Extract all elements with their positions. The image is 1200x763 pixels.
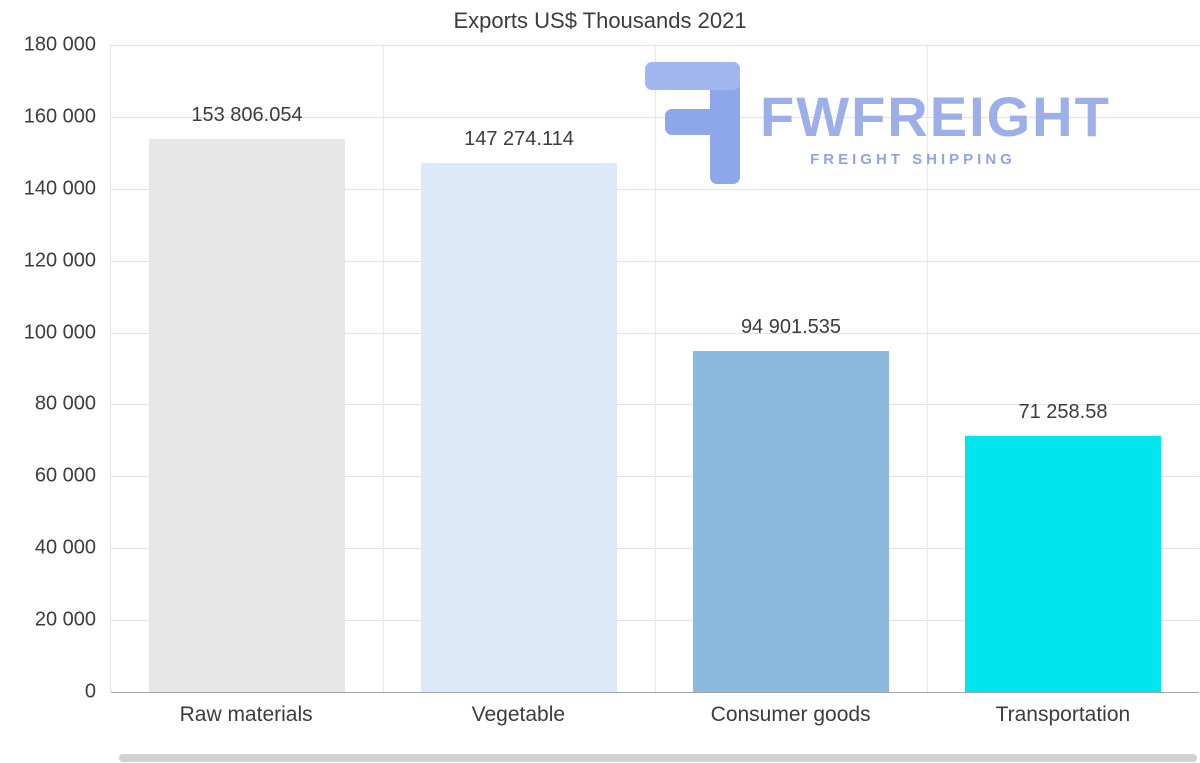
y-axis: 180 000 160 000 140 000 120 000 100 000 80 00…: [0, 34, 102, 703]
bars-container: 153 806.054 147 274.114 94 901.535 71 258.5…: [111, 45, 1199, 692]
chart-title: Exports US$ Thousands 2021: [453, 8, 747, 33]
y-tick-label: 160 000: [23, 105, 96, 128]
y-tick-label: 60 000: [34, 464, 96, 487]
watermark-tagline: FREIGHT SHIPPING: [810, 150, 1016, 168]
vertical-gridline: [927, 45, 928, 692]
bar-vegetable[interactable]: [421, 162, 617, 692]
bar-band-consumer-goods: 94 901.535: [655, 45, 927, 692]
y-tick-label: 100 000: [23, 321, 96, 344]
horizontal-scrollbar[interactable]: [119, 754, 1197, 762]
watermark: FWFREIGHT FREIGHT SHIPPING: [645, 62, 1111, 189]
bar-consumer-goods[interactable]: [693, 350, 889, 692]
vertical-gridline: [655, 45, 656, 692]
y-tick-label: 120 000: [23, 249, 96, 272]
bar-value-label-raw-materials: 153 806.054: [191, 104, 303, 127]
bar-band-vegetable: 147 274.114: [383, 45, 655, 692]
bar-raw-materials[interactable]: [149, 139, 345, 692]
y-tick-label: 140 000: [23, 177, 96, 200]
bar-transportation[interactable]: [965, 435, 1161, 692]
x-category-label-raw-materials: Raw materials: [179, 703, 313, 726]
watermark-brand: FWFREIGHT: [760, 85, 1111, 148]
fwfreight-logo-icon: [645, 62, 740, 189]
bar-value-label-transportation: 71 258.58: [1018, 400, 1108, 423]
plot-area: 153 806.054 147 274.114 94 901.535 71 258.5…: [110, 45, 1199, 693]
x-axis-labels: Raw materials Vegetable Consumer goods Tran…: [110, 703, 1199, 727]
bar-band-raw-materials: 153 806.054: [111, 45, 383, 692]
vertical-gridline: [383, 45, 384, 692]
bar-band-transportation: 71 258.58: [927, 45, 1199, 692]
y-tick-label: 40 000: [34, 536, 96, 559]
y-tick-label: 80 000: [34, 392, 96, 415]
y-tick-label: 20 000: [34, 608, 96, 631]
x-axis-line: [111, 692, 1199, 693]
x-category-label-transportation: Transportation: [995, 703, 1131, 726]
bar-value-label-vegetable: 147 274.114: [464, 127, 574, 150]
watermark-text: FWFREIGHT FREIGHT SHIPPING: [760, 62, 1111, 168]
x-category-label-consumer-goods: Consumer goods: [710, 703, 871, 726]
y-tick-label: 0: [84, 680, 96, 703]
bar-value-label-consumer-goods: 94 901.535: [740, 315, 842, 338]
y-tick-label: 180 000: [23, 33, 96, 56]
x-category-label-vegetable: Vegetable: [471, 703, 566, 726]
